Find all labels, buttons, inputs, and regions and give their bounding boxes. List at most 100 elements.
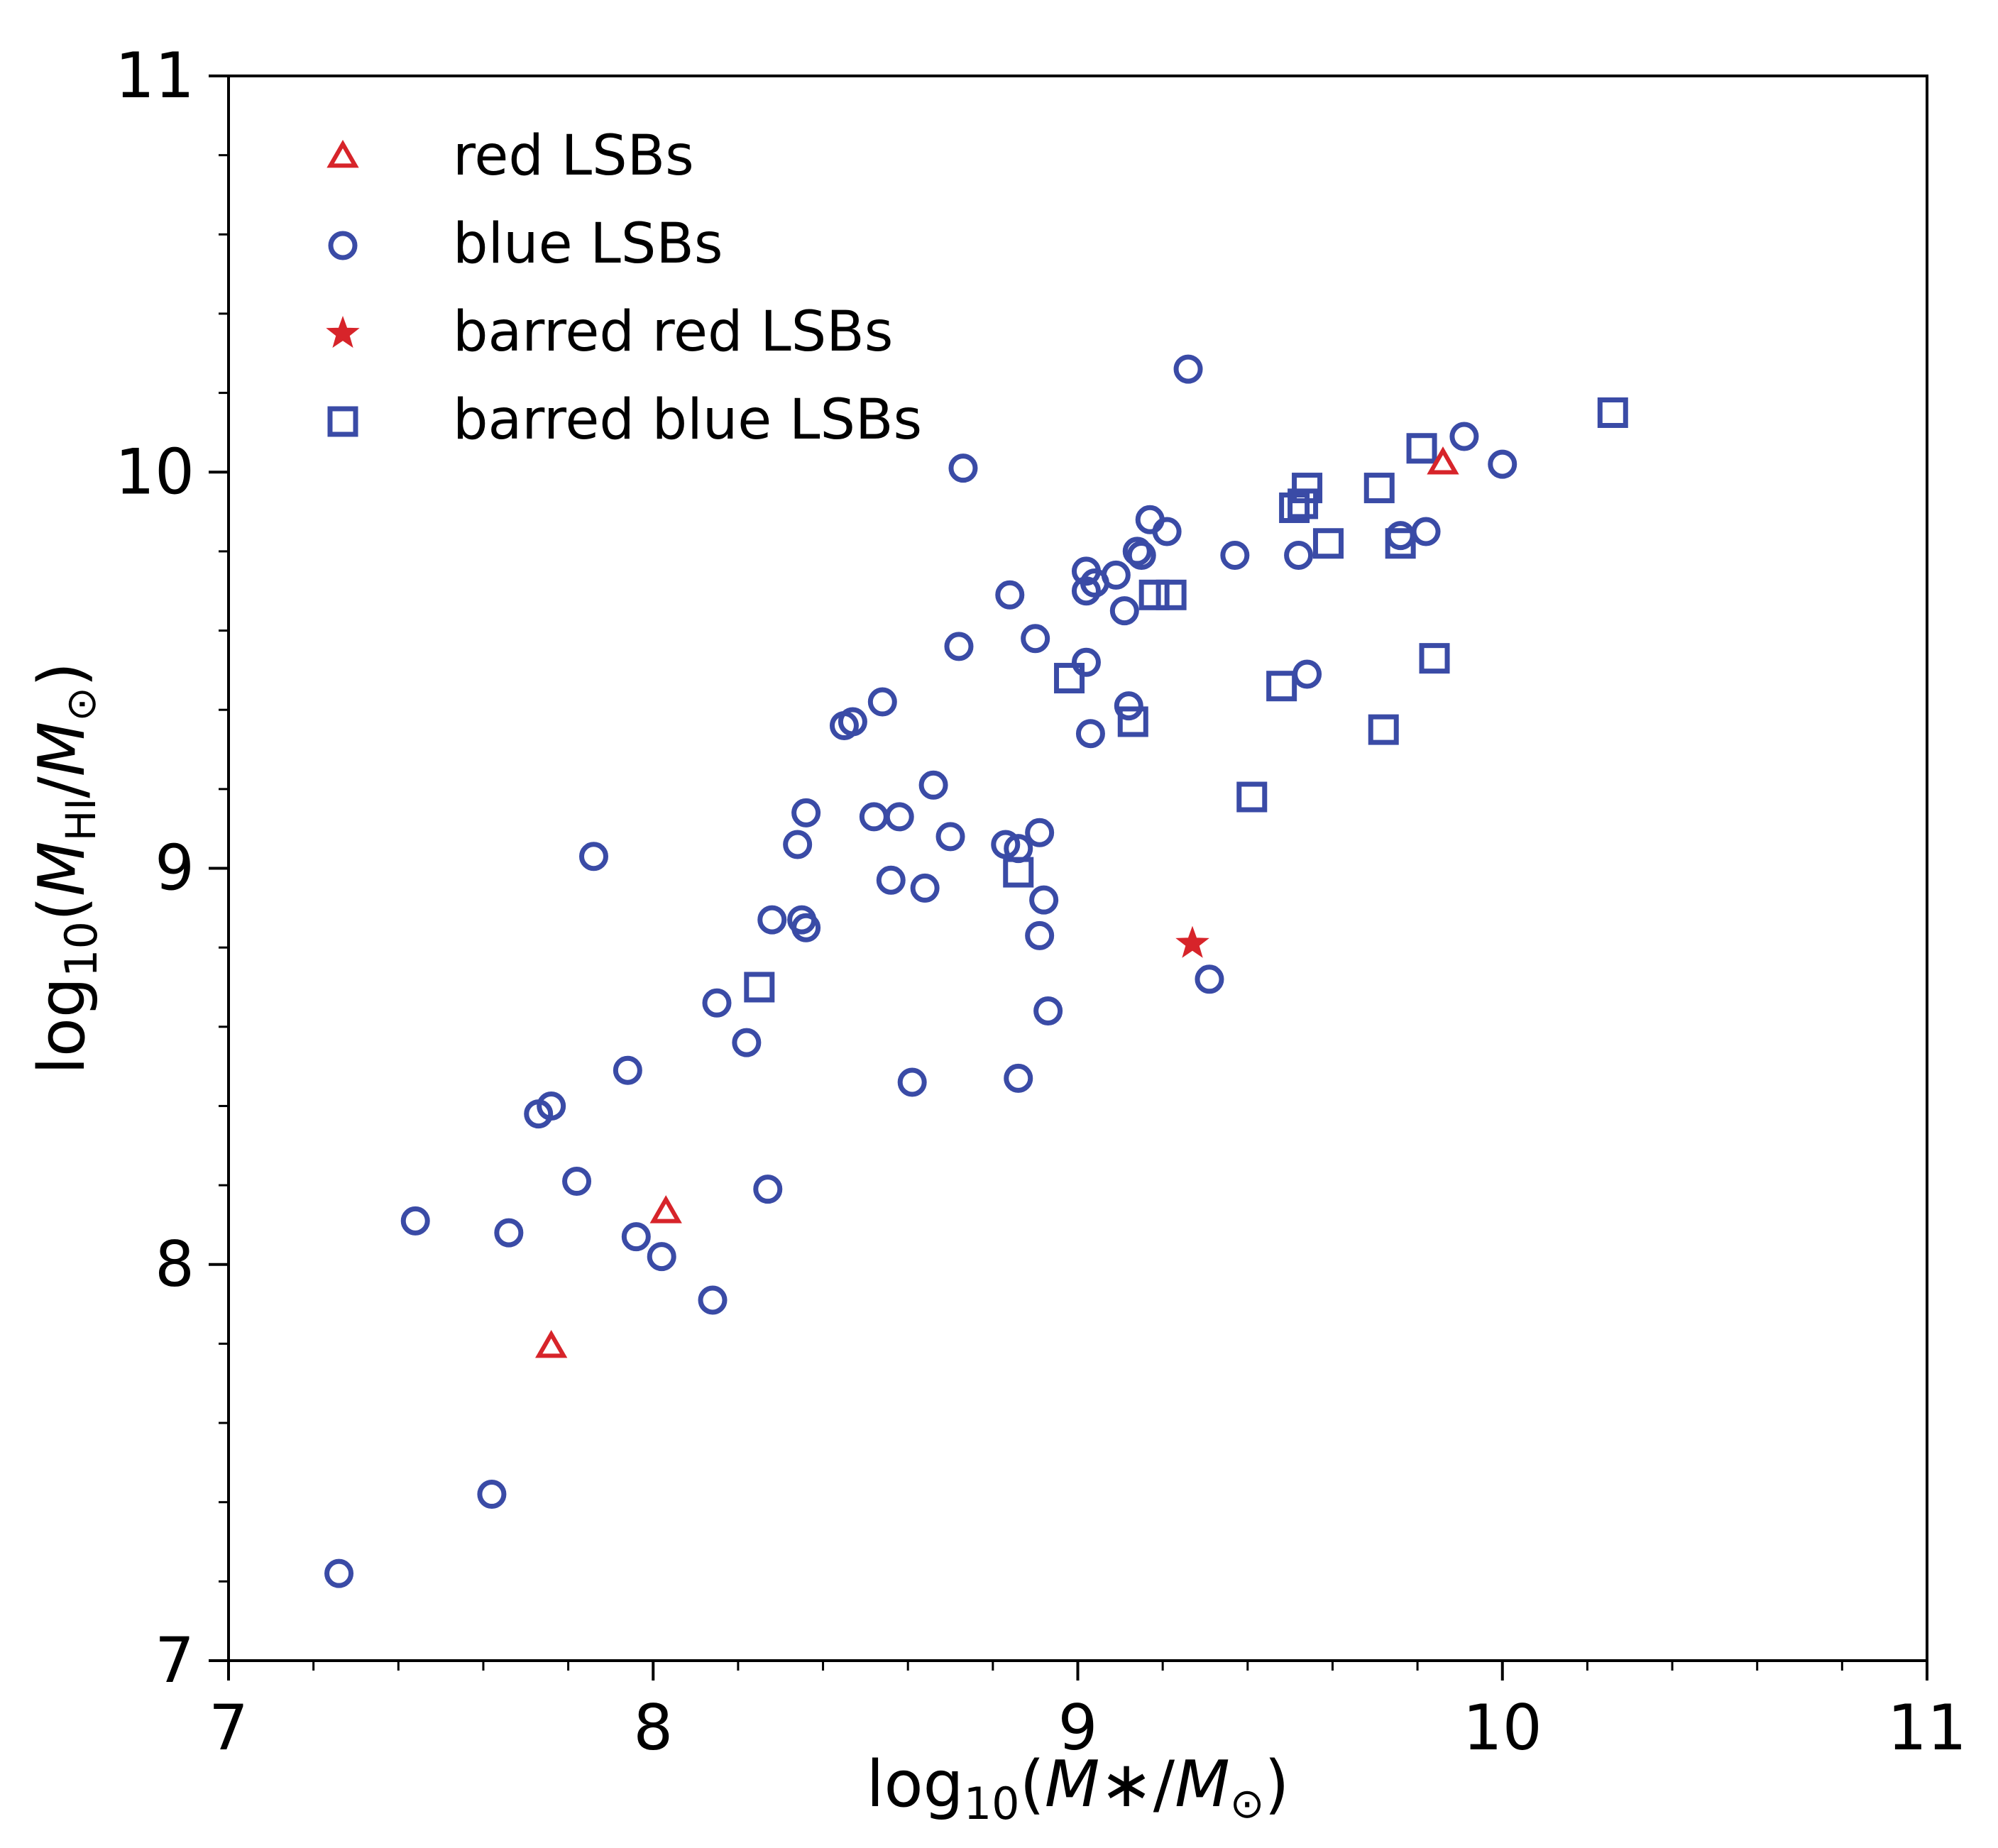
barred-blue-lsb-point (1597, 397, 1628, 429)
legend-label: barred blue LSBs (453, 388, 922, 452)
barred-red-lsb-point (1175, 925, 1209, 958)
blue-lsb-point (324, 1558, 354, 1588)
blue-lsb-point (613, 1055, 642, 1085)
blue-lsb-point (1126, 540, 1156, 570)
blue-lsb-point (944, 632, 974, 661)
barred-blue-lsb-point (1138, 579, 1170, 610)
blue-lsb-point (1071, 576, 1101, 606)
blue-lsb-point (1075, 719, 1105, 749)
barred-blue-lsb-point (1312, 528, 1344, 559)
blue-lsb-point (791, 913, 821, 942)
blue-lsb-point (1385, 521, 1415, 551)
x-tick-label: 8 (633, 1691, 673, 1764)
blue-lsb-point (494, 1218, 524, 1248)
blue-lsb-point (991, 830, 1021, 859)
legend-marker-square (327, 406, 358, 437)
barred-blue-lsb-point (1054, 663, 1085, 694)
legend-label: barred red LSBs (453, 300, 893, 364)
legend-marker-triangle (326, 139, 359, 168)
blue-lsb-point (621, 1222, 651, 1252)
blue-lsb-point (1101, 560, 1131, 590)
blue-lsb-point (1114, 691, 1143, 721)
blue-lsb-point (1173, 354, 1203, 384)
barred-blue-lsb-point (1288, 488, 1319, 519)
blue-lsb-point (757, 905, 787, 935)
barred-blue-lsb-point (1003, 857, 1034, 888)
barred-blue-lsb-point (1292, 473, 1323, 504)
barred-blue-lsb-point (1368, 714, 1399, 745)
y-tick-label: 9 (155, 832, 194, 905)
blue-lsb-point (1025, 920, 1055, 950)
red-lsb-point (649, 1195, 682, 1223)
barred-blue-lsb-point (1406, 433, 1437, 464)
y-axis-title: log10(MHI/M⊙) (25, 662, 107, 1074)
blue-lsb-point (884, 802, 914, 832)
barred-blue-lsb-point (1117, 706, 1148, 737)
blue-lsb-point (1135, 505, 1165, 534)
blue-lsb-point (1109, 596, 1139, 626)
blue-lsb-point (1025, 818, 1055, 847)
blue-lsb-point (1071, 647, 1101, 677)
blue-lsb-point (400, 1206, 430, 1236)
blue-lsb-point (995, 580, 1025, 610)
y-tick-label: 10 (115, 435, 194, 508)
y-tick-label: 8 (155, 1228, 194, 1301)
blue-lsb-point (859, 802, 889, 832)
barred-blue-lsb-point (744, 972, 775, 1003)
blue-lsb-point (1021, 624, 1050, 654)
barred-blue-lsb-point (1236, 781, 1268, 813)
red-lsb-point (1427, 446, 1459, 475)
blue-lsb-point (1292, 659, 1322, 689)
blue-lsb-point (948, 453, 978, 483)
blue-lsb-point (578, 842, 608, 871)
barred-blue-lsb-point (1363, 473, 1395, 504)
barred-blue-lsb-point (1156, 579, 1187, 610)
blue-lsb-point (867, 687, 897, 717)
blue-lsb-point (1122, 537, 1152, 566)
blue-lsb-point (1220, 540, 1250, 570)
blue-lsb-point (1029, 885, 1059, 915)
blue-lsb-point (1195, 964, 1224, 994)
blue-lsb-point (876, 865, 906, 895)
barred-blue-lsb-point (1266, 671, 1297, 702)
y-tick-label: 7 (155, 1624, 194, 1697)
blue-lsb-point (918, 770, 948, 800)
barred-blue-lsb-point (1385, 528, 1416, 559)
red-lsb-point (535, 1329, 568, 1358)
x-tick-label: 11 (1887, 1691, 1967, 1764)
blue-lsb-point (1488, 449, 1517, 479)
blue-lsb-point (838, 707, 867, 737)
blue-lsb-point (537, 1091, 566, 1121)
blue-lsb-point (1411, 517, 1441, 546)
barred-blue-lsb-point (1419, 643, 1450, 674)
blue-lsb-point (753, 1175, 783, 1204)
x-axis-title: log10(M∗/M⊙) (866, 1747, 1289, 1830)
blue-lsb-point (1152, 517, 1182, 546)
blue-lsb-point (1004, 1063, 1033, 1093)
legend-marker-star (326, 316, 360, 348)
legend: red LSBs blue LSBs barred red LSBs barred b… (326, 124, 922, 452)
blue-lsb-point (702, 988, 732, 1018)
blue-lsb-point (1449, 422, 1479, 451)
blue-lsb-point (698, 1285, 728, 1315)
blue-lsb-point (910, 873, 940, 903)
blue-lsb-point (477, 1480, 507, 1509)
blue-lsb-point (897, 1067, 927, 1097)
blue-lsb-point (647, 1242, 676, 1272)
blue-lsb-point (732, 1028, 762, 1057)
x-tick-label: 10 (1463, 1691, 1542, 1764)
x-tick-label: 7 (209, 1691, 248, 1764)
blue-lsb-point (783, 830, 813, 859)
legend-label: blue LSBs (453, 212, 723, 276)
blue-lsb-point (791, 798, 821, 827)
x-tick-label: 9 (1058, 1691, 1098, 1764)
legend-marker-circle (328, 231, 358, 260)
y-tick-label: 11 (115, 39, 194, 112)
blue-lsb-point (562, 1167, 592, 1197)
blue-lsb-point (1033, 996, 1063, 1025)
blue-lsb-point (935, 822, 965, 852)
data-points (324, 354, 1628, 1588)
blue-lsb-point (1284, 540, 1314, 570)
axes: 7 8 9 10 11 7 8 9 10 11 log10(M∗/M⊙) log10(MHI/M⊙) (25, 39, 1967, 1830)
